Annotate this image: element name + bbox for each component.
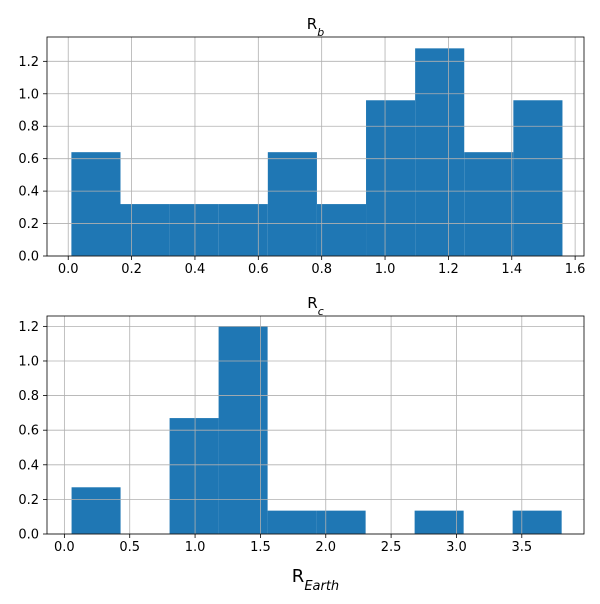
axes-frame: [46, 315, 585, 535]
histogram-bar: [120, 204, 170, 256]
x-tick-label: 0.4: [185, 262, 206, 277]
histogram-bar: [512, 510, 562, 534]
histogram-bar: [414, 510, 464, 534]
x-tick-label: 0.5: [119, 540, 140, 555]
y-tick-label: 0.6: [18, 152, 39, 167]
x-tick-label: 0.6: [248, 262, 269, 277]
x-tick-label: 1.6: [565, 262, 586, 277]
histogram-bar: [415, 48, 465, 256]
x-tick-label: 1.2: [438, 262, 459, 277]
y-tick-label: 1.2: [18, 55, 39, 70]
y-tick-label: 0.6: [18, 424, 39, 439]
histogram-bar: [316, 510, 366, 534]
histogram-bar: [316, 204, 367, 256]
x-tick-label: 3.5: [511, 540, 532, 555]
histogram-bar: [169, 204, 219, 256]
y-tick-label: 0.8: [18, 120, 39, 135]
x-tick-label: 0.2: [121, 262, 142, 277]
x-tick-label: 1.0: [185, 540, 206, 555]
y-tick-label: 0.8: [18, 389, 39, 404]
x-tick-label: 0.0: [54, 540, 75, 555]
x-tick-label: 2.0: [315, 540, 336, 555]
x-tick-label: 1.4: [501, 262, 522, 277]
x-tick-label: 2.5: [381, 540, 402, 555]
histogram-bar: [267, 510, 317, 534]
axes-frame: [46, 36, 585, 257]
x-tick-label: 0.0: [58, 262, 79, 277]
x-axis-label: REarth: [292, 566, 339, 594]
y-tick-label: 0.4: [18, 458, 39, 473]
histogram-bar: [71, 487, 121, 534]
y-tick-label: 0.2: [18, 493, 39, 508]
subplot-title: Rc: [307, 294, 324, 318]
y-tick-label: 1.2: [18, 320, 39, 335]
y-tick-label: 0.2: [18, 217, 39, 232]
subplot-2: 0.0 0.5 1.0 1.5 2.0 2.5 3.0 3.5 0.0 0.2 0.4 0.6 0.8 1…: [18, 294, 585, 594]
subplot-1: 0.0 0.2 0.4 0.6 0.8 1.0 1.2 1.4 1.6 0.0 0.2 0.4 0.6 0…: [18, 15, 585, 277]
subplot-title: Rb: [307, 15, 324, 39]
y-tick-label: 1.0: [18, 354, 39, 369]
histogram-bar: [513, 100, 563, 257]
histogram-bar: [366, 100, 416, 257]
y-tick-label: 0.4: [18, 185, 39, 200]
x-tick-label: 1.5: [250, 540, 271, 555]
histogram-bar: [267, 152, 317, 256]
x-tick-label: 1.0: [375, 262, 396, 277]
y-tick-label: 0.0: [18, 250, 39, 265]
x-tick-label: 3.0: [446, 540, 467, 555]
histogram-bar: [464, 152, 514, 256]
histogram-bar: [218, 204, 268, 256]
y-tick-label: 0.0: [18, 528, 39, 543]
histogram-bar: [71, 152, 121, 256]
x-tick-label: 0.8: [311, 262, 332, 277]
y-tick-label: 1.0: [18, 87, 39, 102]
histogram-bar: [169, 418, 219, 534]
